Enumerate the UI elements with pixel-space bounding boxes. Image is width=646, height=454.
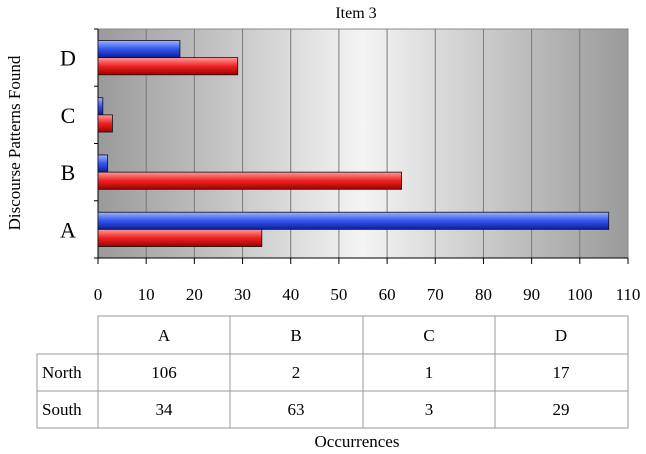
table-row-label: North	[42, 363, 82, 382]
bar-south-a	[97, 228, 263, 247]
x-tick-label: 50	[330, 285, 347, 304]
table-row-label: South	[42, 400, 82, 419]
bar-south-c	[97, 114, 113, 133]
bar-north-a	[97, 211, 610, 230]
data-table: A B C D North 106 2 1 17 South 34 63 3 29	[36, 315, 629, 429]
table-cell: 1	[425, 363, 434, 382]
table-cell: 106	[151, 363, 177, 382]
chart-title: Item 3	[335, 5, 376, 22]
x-tick-label: 110	[616, 285, 641, 304]
bar-north-c	[97, 97, 104, 116]
table-column-header: A	[158, 326, 171, 345]
y-category-labels: A B C D	[60, 46, 76, 243]
x-tick-label: 10	[138, 285, 155, 304]
y-category-label: C	[61, 103, 76, 128]
y-category-label: D	[60, 46, 76, 71]
x-axis-label: Occurrences	[315, 432, 400, 451]
table-column-header: D	[555, 326, 567, 345]
bar-north-b	[97, 154, 109, 173]
x-tick-label: 0	[94, 285, 103, 304]
x-tick-label: 90	[523, 285, 540, 304]
x-tick-label: 80	[475, 285, 492, 304]
table-cell: 3	[425, 400, 434, 419]
table-cell: 17	[553, 363, 571, 382]
x-tick-label: 60	[379, 285, 396, 304]
x-tick-labels: 0 10 20 30 40 50 60 70 80 90 100 110	[94, 285, 641, 304]
x-tick-label: 20	[186, 285, 203, 304]
table-cell: 29	[553, 400, 570, 419]
x-tick-label: 40	[282, 285, 299, 304]
y-category-label: B	[61, 160, 76, 185]
bar-north-d	[97, 40, 181, 59]
bar-south-b	[97, 171, 402, 190]
x-tick-label: 70	[427, 285, 444, 304]
y-axis-label: Discourse Patterns Found	[5, 55, 24, 230]
x-tick-label: 100	[567, 285, 593, 304]
bars	[97, 40, 610, 247]
table-cell: 34	[156, 400, 174, 419]
table-cell: 63	[288, 400, 305, 419]
y-category-label: A	[60, 217, 76, 242]
table-column-header: C	[423, 326, 434, 345]
table-cell: 2	[292, 363, 301, 382]
table-column-header: B	[290, 326, 301, 345]
bar-south-d	[97, 57, 239, 76]
x-tick-label: 30	[234, 285, 251, 304]
